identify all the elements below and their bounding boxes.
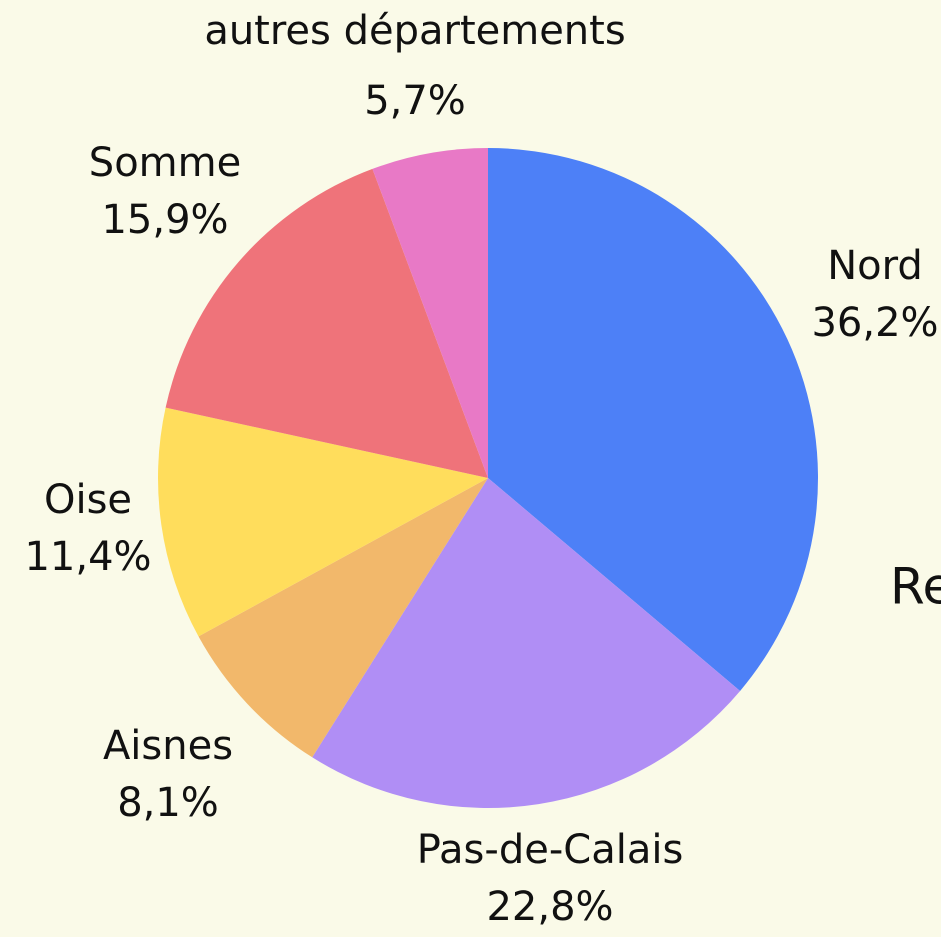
slice-label: autres départements xyxy=(204,8,625,54)
pie-slice xyxy=(372,148,488,478)
slice-value-label: 15,9% xyxy=(101,197,228,243)
pie-slice xyxy=(157,407,489,637)
pie-slice xyxy=(312,478,741,808)
annotation: Re xyxy=(890,558,941,616)
slice-label: Aisnes xyxy=(103,723,233,769)
slice-label: Oise xyxy=(44,477,132,523)
slice-label: Somme xyxy=(89,140,241,186)
slice-value-label: 36,2% xyxy=(811,300,938,346)
slice-label: Pas-de-Calais xyxy=(417,827,684,873)
slice-value-label: 22,8% xyxy=(486,884,613,930)
slice-value-label: 5,7% xyxy=(364,78,466,124)
pie-slice xyxy=(165,168,488,479)
slice-value-label: 8,1% xyxy=(117,780,219,826)
pie-slice xyxy=(488,148,818,691)
slice-value-label: 11,4% xyxy=(24,534,151,580)
pie-slice xyxy=(198,478,488,758)
slice-label: Nord xyxy=(827,243,923,289)
